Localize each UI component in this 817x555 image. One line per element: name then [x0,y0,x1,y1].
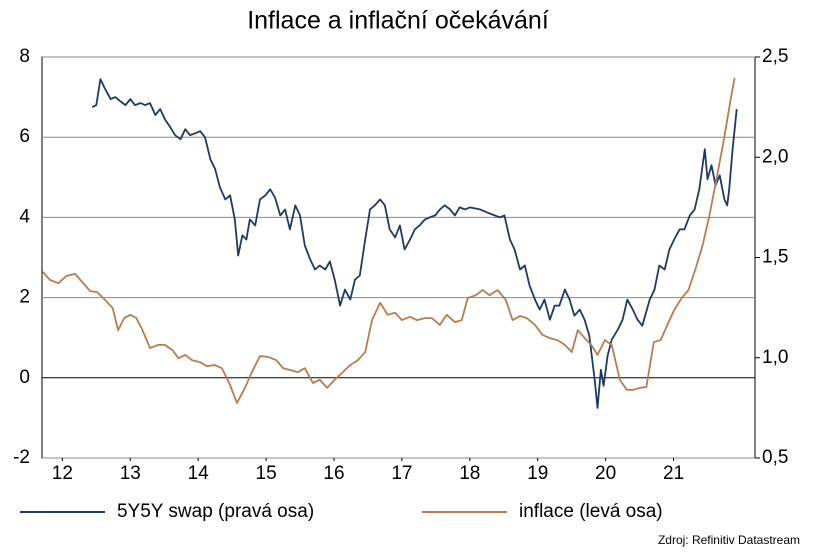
y-tick-label: 4 [19,206,30,227]
x-tick-label: 12 [52,463,73,484]
x-tick-label: 14 [188,463,210,484]
plot-frame [41,56,756,459]
x-tick-label: 13 [120,463,141,484]
y2-tick-label: 1,5 [762,247,788,268]
x-tick-label: 20 [595,463,616,484]
legend-label: inflace (levá osa) [519,501,663,522]
y2-tick-label: 0,5 [762,447,788,468]
x-tick-label: 15 [256,463,277,484]
x-tick-label: 18 [459,463,480,484]
x-tick-label: 16 [323,463,344,484]
y-tick-label: 8 [19,46,30,67]
y2-tick-label: 2,5 [762,46,788,67]
y-tick-label: 6 [19,126,30,147]
y2-tick-label: 1,0 [762,347,788,368]
x-tick-label: 21 [663,463,684,484]
series-line [91,78,738,409]
x-tick-label: 17 [391,463,412,484]
x-tick-label: 19 [527,463,548,484]
y-tick-label: -2 [13,447,30,468]
y-tick-label: 0 [19,367,30,388]
series-line [42,77,736,404]
y2-tick-label: 2,0 [762,146,788,167]
legend-label: 5Y5Y swap (pravá osa) [117,501,314,522]
y-tick-label: 2 [19,287,30,308]
chart-title: Inflace a inflační očekávání [247,7,549,35]
source: Zdroj: Refinitiv Datastream [658,533,800,547]
